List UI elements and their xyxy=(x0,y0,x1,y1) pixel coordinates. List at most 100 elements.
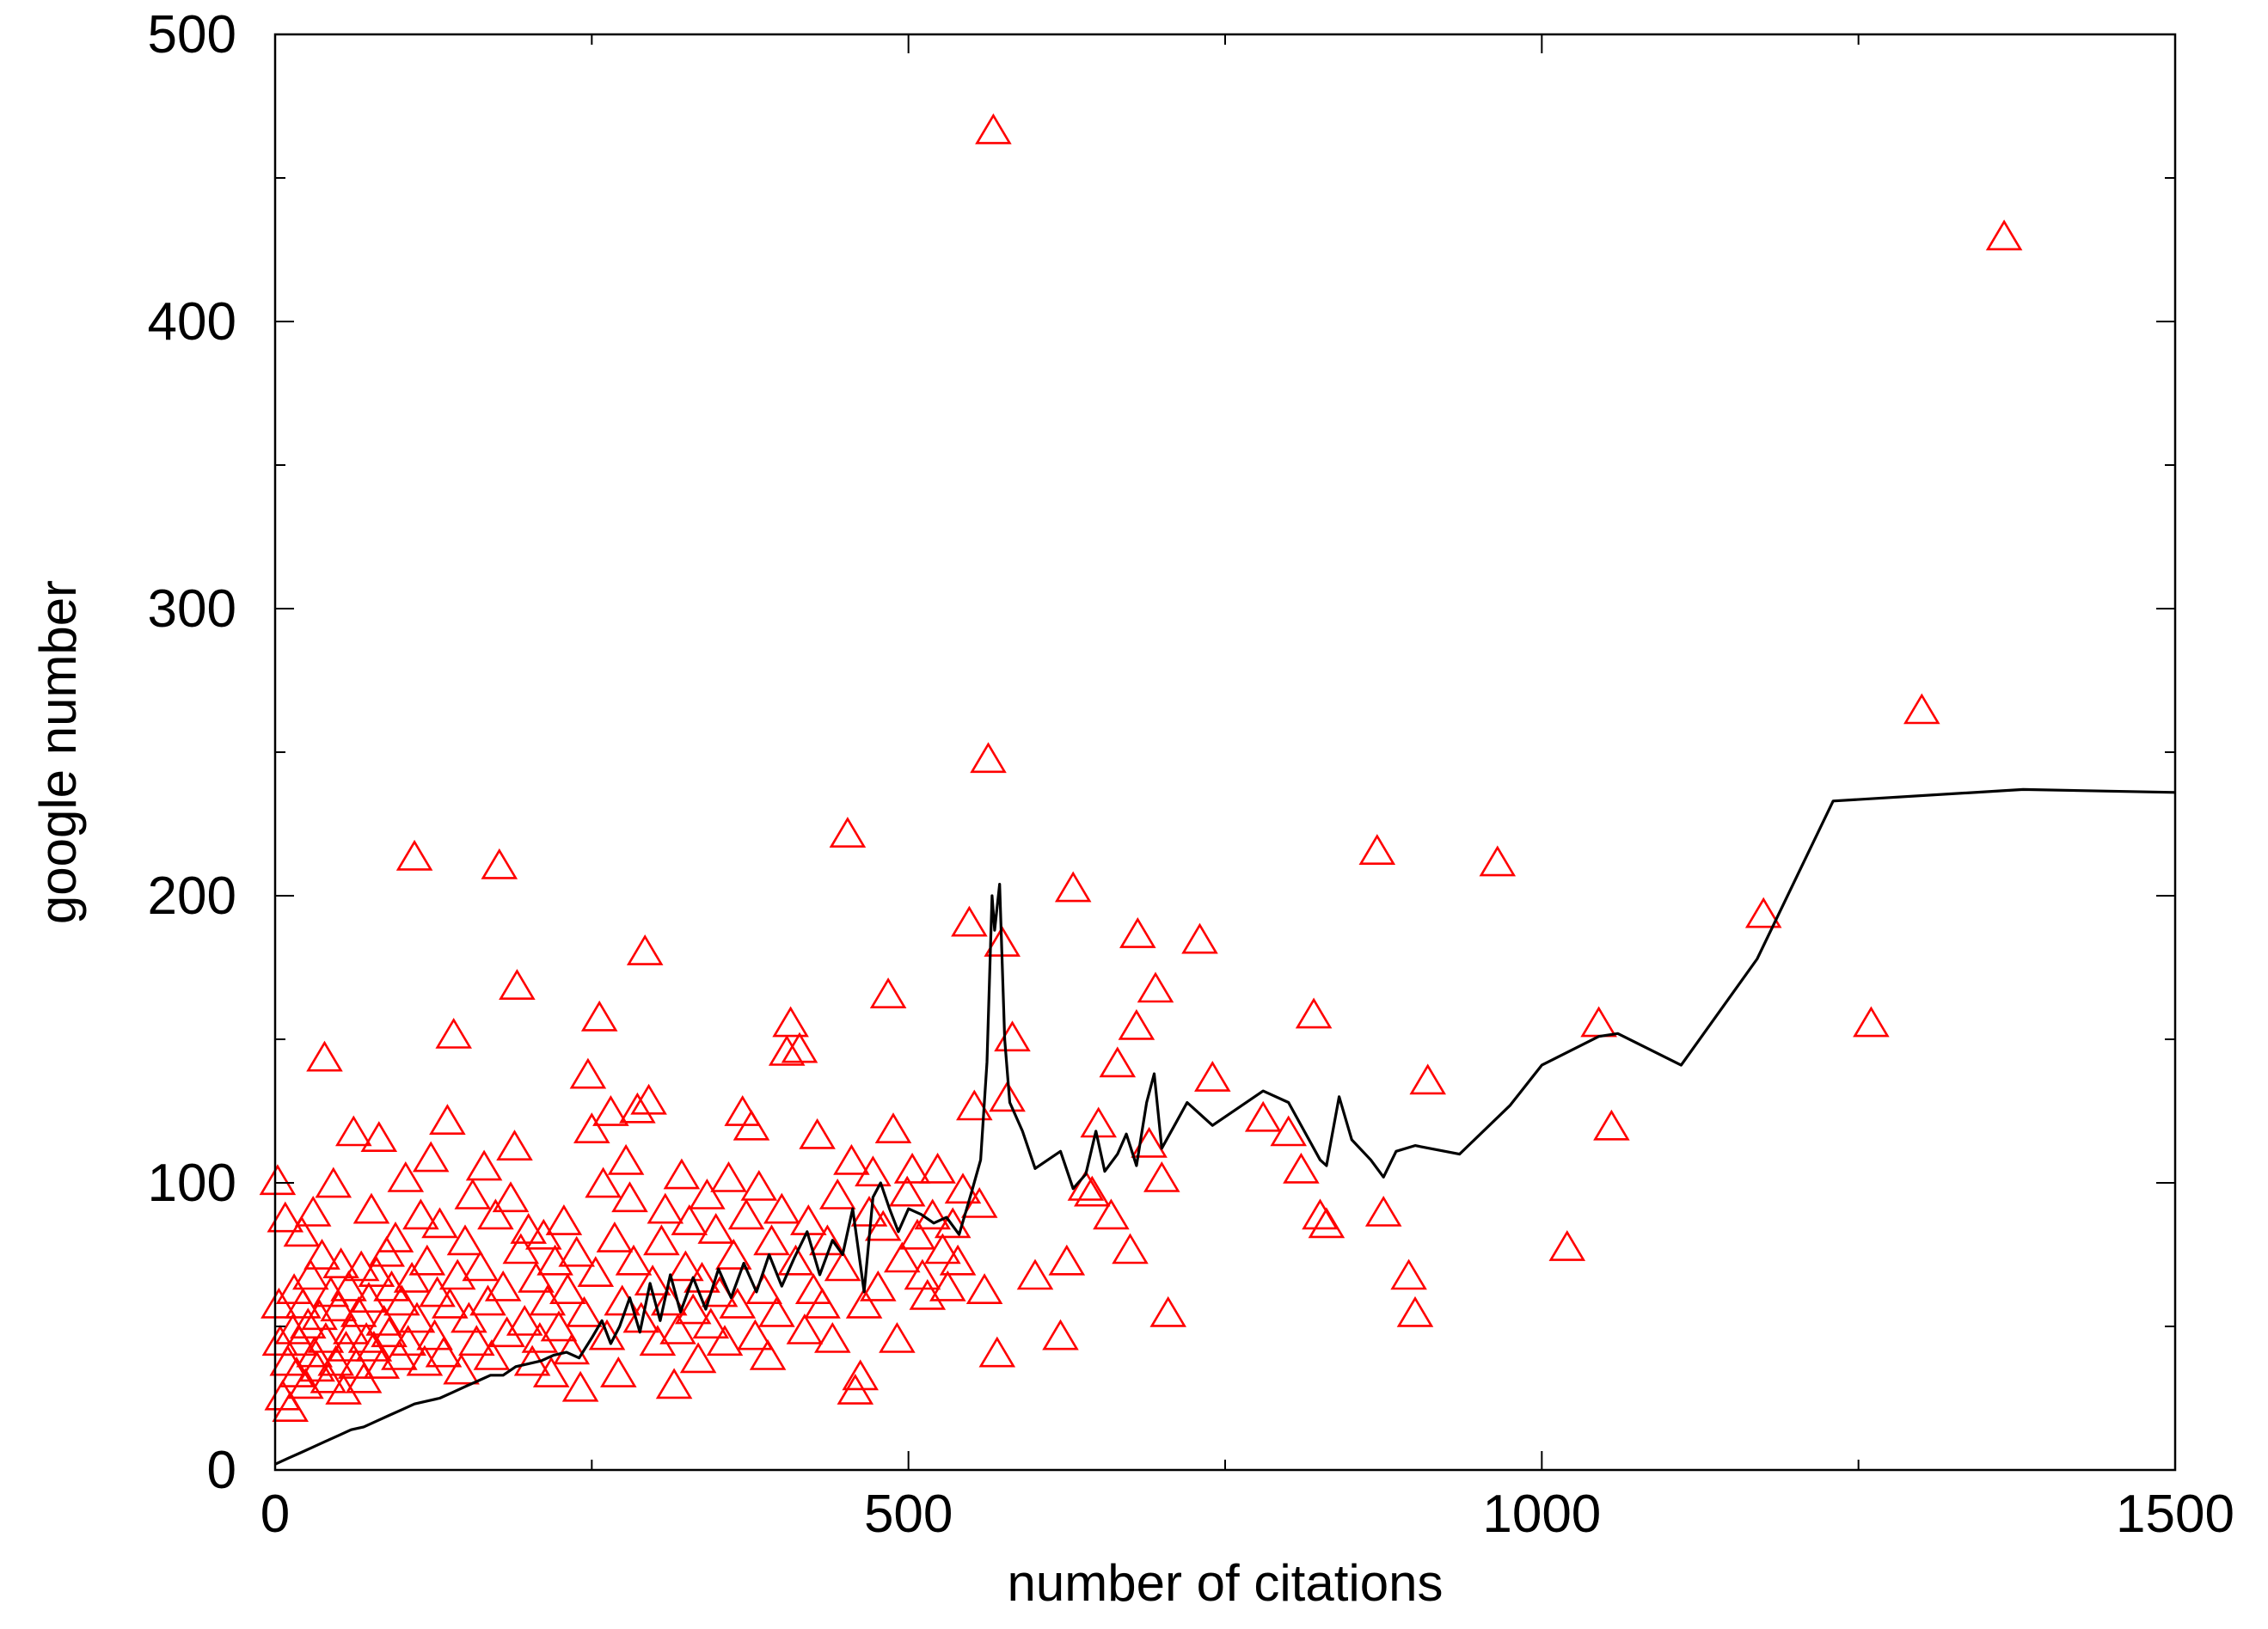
scatter-point xyxy=(333,1313,370,1344)
scatter-point xyxy=(740,1169,778,1201)
x-tick-label: 500 xyxy=(864,1485,953,1544)
scatter-point xyxy=(330,1270,367,1301)
scatter-point xyxy=(647,1192,684,1224)
scatter-point xyxy=(1118,1008,1155,1040)
y-tick-label: 200 xyxy=(148,867,236,926)
scatter-point xyxy=(758,1295,795,1327)
scatter-point xyxy=(412,1141,450,1173)
scatter-point xyxy=(566,1295,603,1327)
scatter-point xyxy=(753,1224,790,1256)
scatter-point xyxy=(737,1319,774,1350)
x-axis-title: number of citations xyxy=(1008,1554,1444,1612)
scatter-point xyxy=(619,1092,656,1124)
scatter-point xyxy=(1283,1152,1320,1184)
y-tick-label: 500 xyxy=(148,5,236,64)
scatter-point xyxy=(924,1233,961,1265)
scatter-point xyxy=(492,1181,530,1213)
scatter-point xyxy=(389,1325,426,1356)
scatter-point xyxy=(944,1173,982,1204)
scatter-point xyxy=(408,1244,446,1276)
scatter-point xyxy=(484,1270,522,1301)
scatter-point xyxy=(360,1121,398,1152)
scatter-point xyxy=(706,1325,744,1356)
scatter-point xyxy=(320,1290,357,1322)
scatter-point xyxy=(1479,845,1517,877)
scatter-point xyxy=(553,1333,591,1365)
scatter-point xyxy=(1149,1295,1186,1327)
scatter-point xyxy=(1112,1233,1149,1265)
scatter-point xyxy=(443,1353,480,1385)
scatter-point xyxy=(786,1313,824,1344)
scatter-point xyxy=(626,934,664,965)
scatter-point xyxy=(772,1006,809,1038)
scatter-point xyxy=(1080,1106,1117,1138)
marks-layer xyxy=(259,113,2023,1422)
scatter-point xyxy=(499,969,536,1000)
scatter-point xyxy=(432,1287,469,1319)
scatter-point xyxy=(532,1356,570,1387)
x-tick-label: 0 xyxy=(261,1485,290,1544)
scatter-point xyxy=(435,1017,472,1049)
scatter-point xyxy=(387,1161,425,1192)
scatter-point xyxy=(451,1301,487,1333)
scatter-point xyxy=(393,1261,431,1293)
scatter-point xyxy=(558,1235,595,1267)
scatter-point xyxy=(777,1244,814,1276)
scatter-point xyxy=(845,1287,883,1319)
scatter-point xyxy=(829,817,867,848)
scatter-point xyxy=(1048,1244,1086,1276)
scatter-point xyxy=(1042,1319,1079,1350)
scatter-point xyxy=(580,1000,618,1032)
scatter-point xyxy=(919,1152,956,1184)
scatter-point xyxy=(496,1130,533,1161)
scatter-point xyxy=(569,1057,607,1089)
scatter-point xyxy=(347,1321,385,1353)
scatter-point xyxy=(697,1213,734,1244)
scatter-point xyxy=(630,1083,667,1115)
scatter-point xyxy=(1137,971,1174,1003)
scatter-point xyxy=(874,1112,912,1143)
scatter-point xyxy=(768,1034,806,1066)
scatter-point xyxy=(301,1299,338,1331)
scatter-point xyxy=(611,1181,648,1213)
scatter-point xyxy=(975,113,1012,144)
scatter-point xyxy=(655,1368,693,1399)
scatter-point xyxy=(1181,922,1218,954)
scatter-point xyxy=(643,1224,680,1256)
scatter-point xyxy=(1308,1207,1345,1239)
scatter-point xyxy=(292,1258,329,1290)
scatter-point xyxy=(692,1307,730,1339)
scatter-point xyxy=(663,1158,701,1190)
scatter-point xyxy=(383,1284,420,1316)
scatter-point xyxy=(438,1258,476,1290)
scatter-point xyxy=(884,1241,921,1273)
scatter-point xyxy=(1548,1230,1586,1261)
scatter-point xyxy=(960,1186,998,1218)
scatter-point xyxy=(864,1210,902,1241)
scatter-point xyxy=(869,977,907,1008)
scatter-point xyxy=(715,1239,752,1270)
y-tick-label: 300 xyxy=(148,579,236,639)
scatter-point xyxy=(833,1143,870,1175)
scatter-point xyxy=(267,1201,304,1233)
scatter-point xyxy=(804,1287,841,1319)
scatter-point xyxy=(1853,1006,1890,1038)
scatter-point xyxy=(855,1155,892,1187)
scatter-point xyxy=(639,1325,677,1356)
scatter-point xyxy=(679,1342,717,1374)
average-line xyxy=(274,787,2176,1466)
scatter-point xyxy=(1067,1169,1105,1201)
scatter-point xyxy=(272,1391,309,1422)
scatter-point xyxy=(674,1293,712,1325)
y-axis-title: google number xyxy=(29,580,87,924)
scatter-point xyxy=(371,1316,408,1348)
scatter-point xyxy=(879,1321,916,1353)
scatter-point xyxy=(310,1362,347,1393)
scatter-point xyxy=(406,1344,444,1376)
scatter-point xyxy=(1985,219,2023,251)
scatter-point xyxy=(429,1104,466,1135)
scatter-point xyxy=(398,1301,436,1333)
